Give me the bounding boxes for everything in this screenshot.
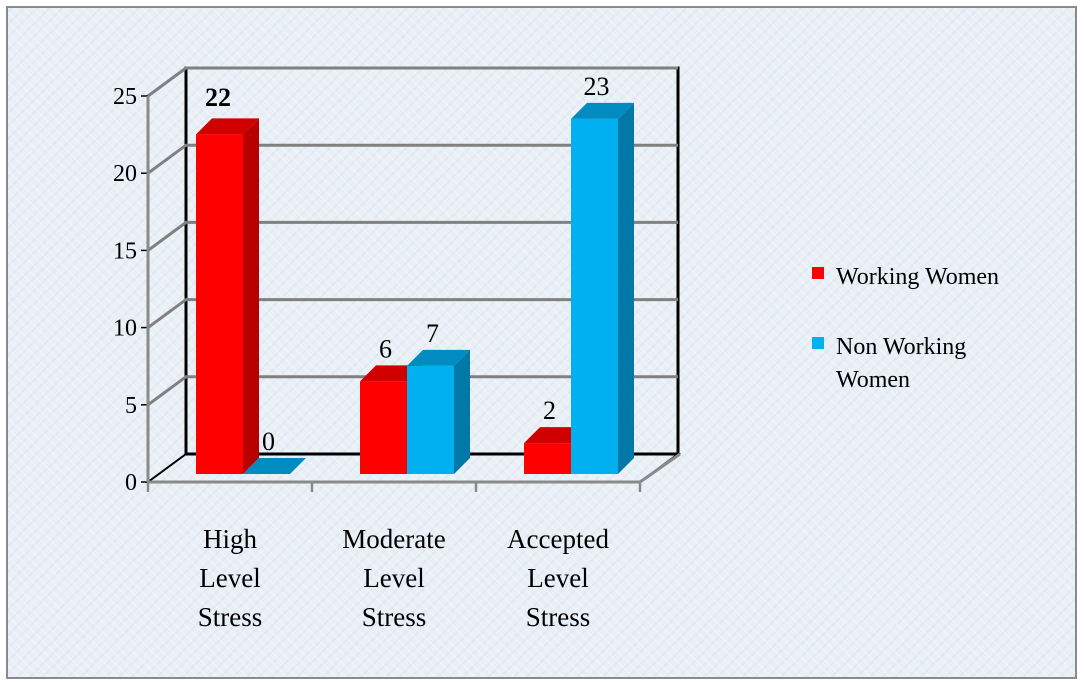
gridline bbox=[147, 143, 678, 175]
gridlines bbox=[147, 66, 678, 407]
bar[interactable] bbox=[571, 102, 634, 474]
gridline bbox=[147, 220, 678, 252]
legend: Working Women Non Working Women bbox=[812, 264, 999, 393]
y-tick-label: 20 bbox=[113, 161, 137, 187]
data-label: 0 bbox=[262, 427, 275, 456]
y-tick-labels: 0 5 10 15 20 25 bbox=[113, 84, 137, 496]
bar-front bbox=[524, 443, 571, 474]
category-label: Stress bbox=[198, 602, 263, 632]
legend-swatch bbox=[812, 267, 824, 279]
bar[interactable] bbox=[196, 118, 259, 474]
category-labels: High Level Stress Moderate Level Stress Accept… bbox=[198, 524, 610, 632]
gridline bbox=[147, 66, 678, 98]
y-tick-label: 25 bbox=[113, 84, 137, 110]
gridline bbox=[147, 298, 678, 329]
bar-top bbox=[243, 458, 306, 474]
bar-top bbox=[407, 349, 470, 366]
bars bbox=[196, 102, 634, 474]
legend-swatch bbox=[812, 337, 824, 349]
bar[interactable] bbox=[243, 458, 306, 474]
data-label: 22 bbox=[205, 83, 231, 112]
bar-front bbox=[571, 118, 618, 474]
y-tick-label: 5 bbox=[125, 393, 137, 419]
bar-front bbox=[196, 134, 243, 474]
data-label: 23 bbox=[584, 72, 610, 101]
bar-side bbox=[618, 102, 634, 474]
floor-right-edge bbox=[639, 452, 681, 484]
category-label: Stress bbox=[362, 602, 427, 632]
category-label: Level bbox=[527, 563, 588, 593]
data-label: 7 bbox=[426, 319, 439, 348]
bar-top bbox=[571, 102, 634, 119]
value-labels: 22 6 2 0 7 23 bbox=[205, 72, 610, 456]
bar-front bbox=[360, 381, 407, 474]
y-tick-label: 15 bbox=[113, 238, 137, 264]
y-tick-label: 0 bbox=[125, 470, 137, 496]
bar[interactable] bbox=[407, 349, 470, 474]
bar-front bbox=[407, 365, 454, 474]
y-tick-label: 10 bbox=[113, 316, 137, 342]
bar-top bbox=[196, 118, 259, 135]
legend-label: Women bbox=[836, 367, 910, 393]
axes bbox=[141, 95, 642, 492]
category-label: Stress bbox=[526, 602, 591, 632]
category-label: Moderate bbox=[342, 524, 445, 554]
category-label: Accepted bbox=[507, 524, 609, 554]
gridline bbox=[147, 375, 678, 407]
category-label: Level bbox=[199, 563, 260, 593]
bar-side bbox=[243, 118, 259, 474]
category-label: Level bbox=[363, 563, 424, 593]
data-label: 2 bbox=[543, 396, 556, 425]
data-label: 6 bbox=[379, 334, 392, 363]
category-label: High bbox=[203, 524, 258, 554]
bar-side bbox=[454, 349, 470, 474]
legend-label: Working Women bbox=[836, 264, 999, 290]
legend-label: Non Working bbox=[836, 334, 966, 360]
